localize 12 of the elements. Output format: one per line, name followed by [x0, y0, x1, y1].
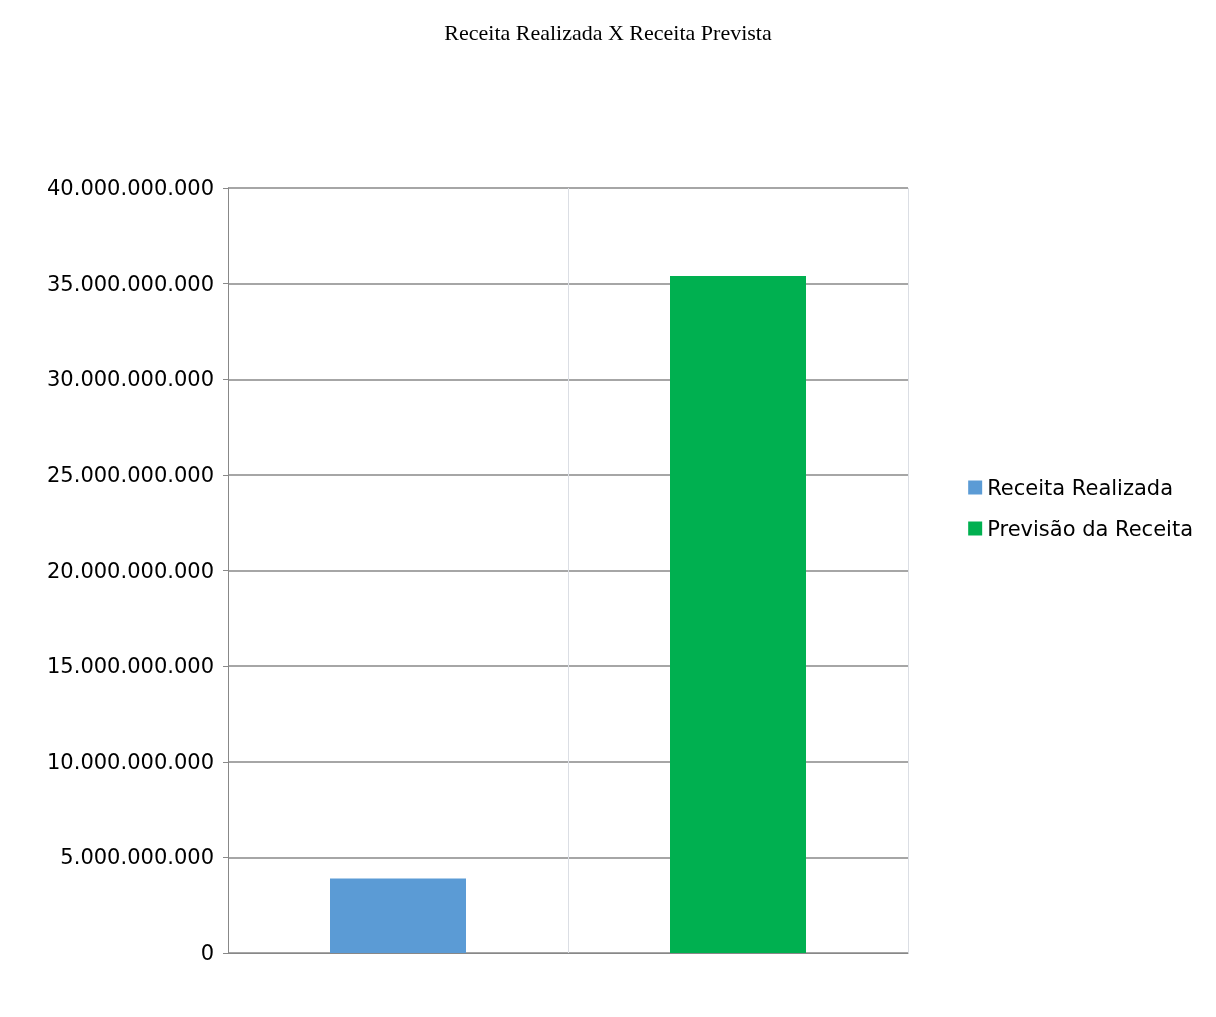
- y-tick-label: 5.000.000.000: [60, 845, 214, 870]
- y-tick-label: 0: [200, 941, 214, 965]
- y-tick-label: 15.000.000.000: [47, 654, 214, 679]
- y-tick-label: 10.000.000.000: [47, 749, 214, 774]
- legend-label: Previsão da Receita: [987, 516, 1193, 541]
- y-tick-label: 40.000.000.000: [47, 176, 214, 200]
- y-tick-label: 20.000.000.000: [47, 558, 214, 583]
- y-tick-label: 25.000.000.000: [47, 462, 214, 487]
- legend-label: Receita Realizada: [987, 475, 1174, 500]
- chart-title: Receita Realizada X Receita Prevista: [444, 19, 772, 45]
- y-tick-label: 30.000.000.000: [47, 367, 214, 392]
- y-tick-label: 35.000.000.000: [47, 271, 214, 296]
